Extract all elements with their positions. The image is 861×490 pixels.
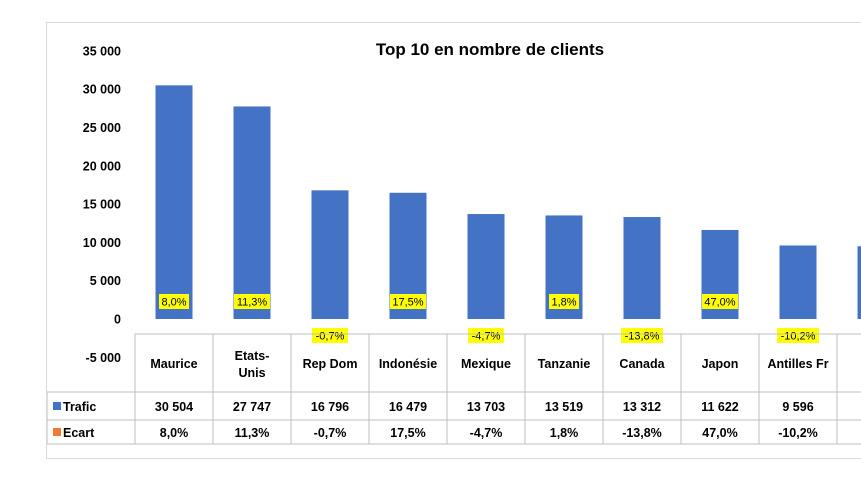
legend-label-trafic: Trafic [63, 400, 96, 414]
chart-title: Top 10 en nombre de clients [376, 40, 604, 59]
trafic-bar [311, 190, 349, 319]
ecart-data-label: 47,0% [704, 297, 735, 309]
category-label: Unis [238, 366, 265, 380]
ecart-table-value: 47,0% [702, 426, 737, 440]
trafic-table-value: 27 747 [233, 400, 271, 414]
ecart-label-bg [621, 328, 663, 343]
y-tick-label: 15 000 [83, 198, 121, 212]
ecart-table-value: -13,8% [622, 426, 662, 440]
ecart-table-value: -4,7% [470, 426, 503, 440]
legend-key-trafic [53, 402, 61, 410]
ecart-table-value: -10,2% [778, 426, 818, 440]
ecart-data-label: -13,8% [625, 331, 660, 343]
trafic-table-value: 9 596 [782, 400, 813, 414]
ecart-table-value: 1,8% [550, 426, 579, 440]
ecart-label-bg [312, 328, 348, 343]
y-tick-label: 35 000 [83, 44, 121, 58]
category-label: Canada [619, 357, 665, 371]
ecart-label-bg [234, 294, 270, 309]
trafic-table-value: 30 504 [155, 400, 193, 414]
ecart-data-label: 8,0% [161, 297, 186, 309]
category-label: Tanzanie [538, 357, 591, 371]
category-label: Etats- [235, 349, 270, 363]
ecart-table-value: -0,7% [314, 426, 347, 440]
ecart-data-label: 17,5% [392, 297, 423, 309]
ecart-label-bg [390, 294, 426, 309]
chart-area: Top 10 en nombre de clients 35 000 30 000 2… [46, 22, 861, 459]
y-tick-label: 10 000 [83, 236, 121, 250]
category-label: Mexique [461, 357, 511, 371]
trafic-bar [233, 106, 271, 319]
category-label: Maurice [150, 357, 197, 371]
trafic-table-value: 11 622 [701, 400, 739, 414]
ecart-label-bg [159, 294, 189, 309]
trafic-table-value: 13 703 [467, 400, 505, 414]
ecart-label-bg [777, 328, 819, 343]
ecart-table-value: 8,0% [160, 426, 189, 440]
category-label: Indonésie [379, 357, 437, 371]
ecart-label-bg [549, 294, 579, 309]
y-tick-label: 30 000 [83, 83, 121, 97]
ecart-data-label: 1,8% [551, 297, 576, 309]
ecart-table-value: 17,5% [390, 426, 425, 440]
trafic-bar [155, 85, 193, 319]
trafic-bar [623, 217, 661, 319]
legend-key-ecart [53, 428, 61, 436]
category-label: Antilles Fr [767, 357, 828, 371]
legend-label-ecart: Ecart [63, 426, 95, 440]
trafic-table-value: 16 479 [389, 400, 427, 414]
ecart-label-bg [468, 328, 504, 343]
category-label: Japon [702, 357, 739, 371]
ecart-data-label: 11,3% [237, 297, 268, 309]
ecart-data-label: -0,7% [316, 331, 345, 343]
category-label: Rep Dom [303, 357, 358, 371]
ecart-data-label: -4,7% [472, 331, 501, 343]
trafic-table-value: 13 519 [545, 400, 583, 414]
trafic-table-value: 16 796 [311, 400, 349, 414]
trafic-bar [467, 214, 505, 319]
y-tick-label: -5 000 [86, 351, 121, 365]
trafic-bar [857, 246, 861, 319]
ecart-data-label: -10,2% [781, 331, 816, 343]
trafic-bar [779, 245, 817, 319]
chart-svg: Top 10 en nombre de clients 35 000 30 000 2… [47, 40, 861, 445]
y-tick-label: 0 [114, 313, 121, 327]
ecart-label-bg [702, 294, 738, 309]
y-tick-label: 25 000 [83, 121, 121, 135]
y-tick-label: 5 000 [90, 274, 121, 288]
trafic-table-value: 13 312 [623, 400, 661, 414]
y-tick-label: 20 000 [83, 159, 121, 173]
ecart-table-value: 11,3% [235, 426, 270, 440]
